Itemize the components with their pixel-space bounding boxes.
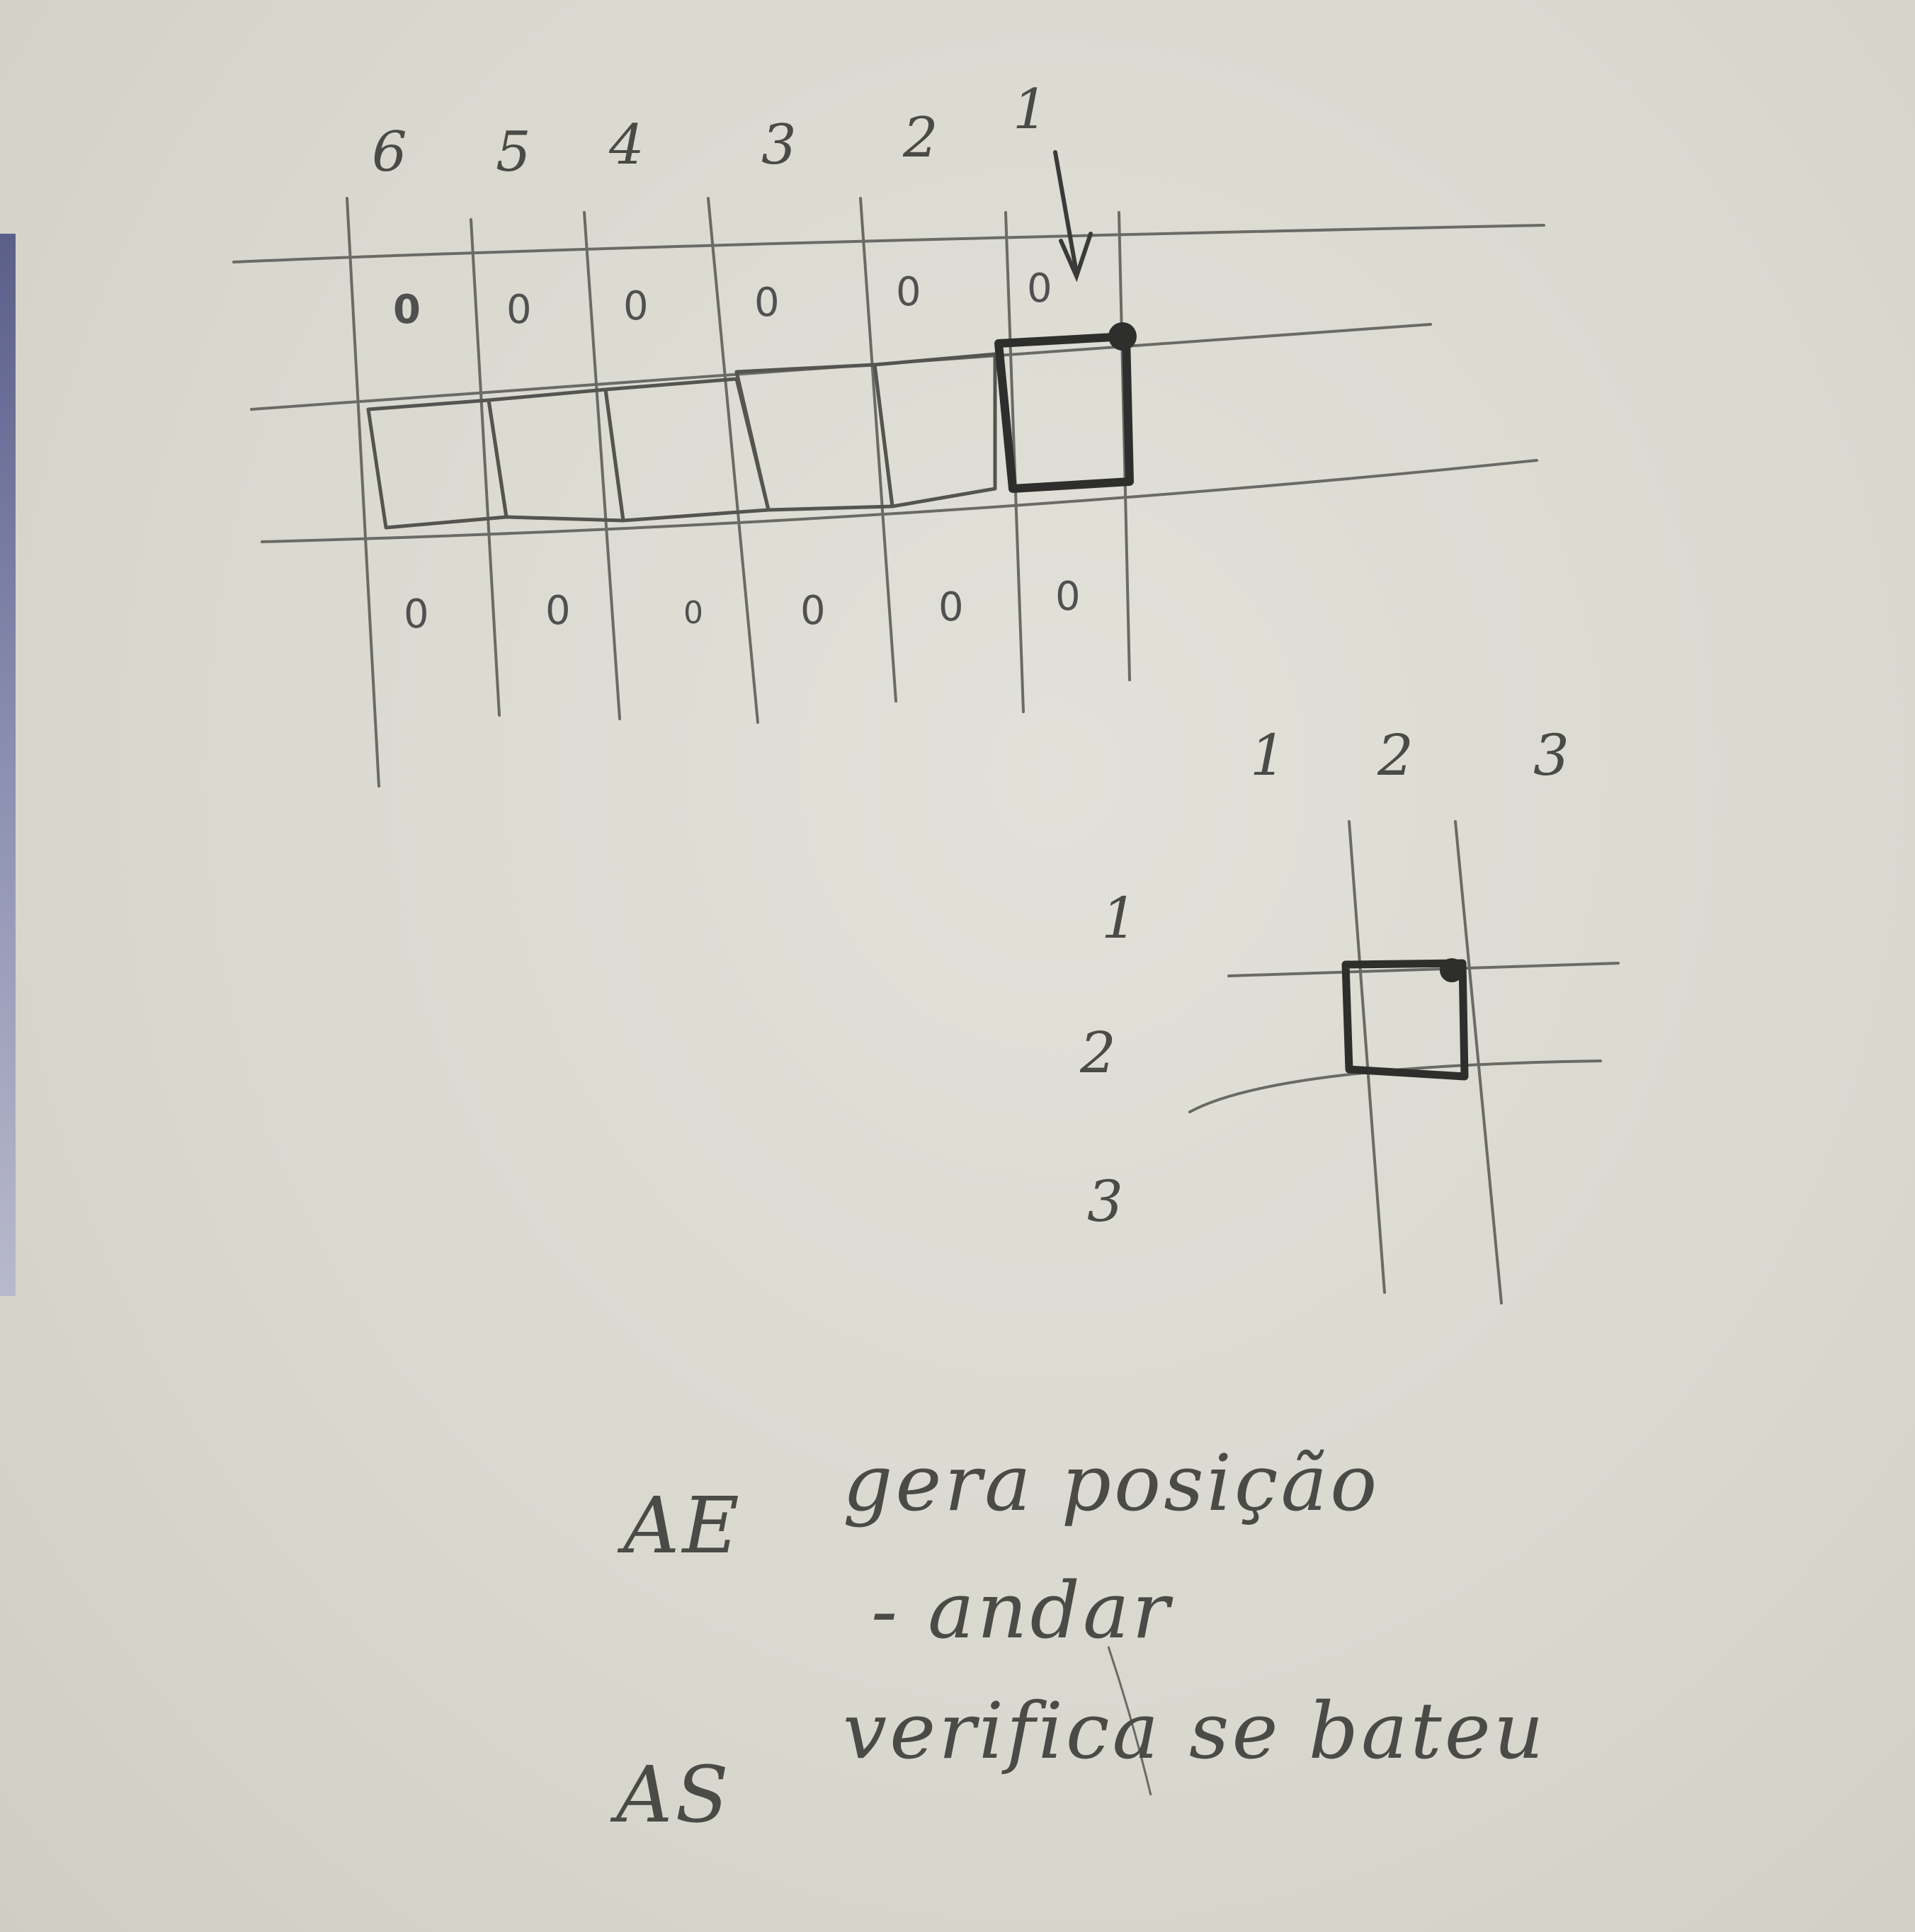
snake-head-square bbox=[994, 332, 1134, 493]
grid-line bbox=[707, 197, 759, 724]
bottom-row-cell: 0 bbox=[1055, 574, 1081, 620]
column-label: 4 bbox=[609, 113, 644, 177]
highlighted-cell-square bbox=[1341, 959, 1469, 1081]
column-label: 6 bbox=[372, 120, 407, 184]
snake-square bbox=[873, 352, 997, 508]
note-label: AS bbox=[616, 1749, 732, 1840]
top-row-cell: 0 bbox=[754, 280, 780, 326]
snake-square bbox=[734, 363, 894, 512]
filled-dot-icon bbox=[1108, 322, 1137, 351]
top-row-cell: 0 bbox=[896, 269, 921, 315]
column-label: 3 bbox=[761, 113, 797, 177]
grid-line bbox=[1188, 1059, 1602, 1113]
grid-line bbox=[232, 224, 1545, 263]
bottom-row-cell: 0 bbox=[683, 595, 703, 631]
grid-line bbox=[859, 197, 897, 703]
top-row-cell: 0 bbox=[1027, 266, 1052, 312]
filled-dot-icon bbox=[1440, 958, 1464, 982]
small-grid-row-label: 2 bbox=[1080, 1020, 1116, 1086]
grid-line bbox=[346, 197, 380, 788]
note-line: - andar bbox=[871, 1565, 1173, 1656]
grid-line bbox=[1118, 211, 1131, 681]
grid-line bbox=[583, 211, 621, 720]
small-grid-row-label: 3 bbox=[1087, 1169, 1123, 1234]
stray-line bbox=[1107, 1646, 1152, 1796]
column-label: 2 bbox=[903, 106, 938, 170]
grid-line bbox=[470, 218, 501, 717]
down-arrow-icon bbox=[1053, 150, 1093, 283]
top-row-cell: 0 bbox=[393, 287, 421, 333]
grid-line bbox=[1348, 820, 1386, 1294]
bottom-row-cell: 0 bbox=[800, 588, 826, 634]
grid-line bbox=[1004, 211, 1025, 713]
column-label: 1 bbox=[1013, 78, 1048, 142]
small-grid-row-label: 1 bbox=[1101, 885, 1137, 951]
grid-line bbox=[1454, 820, 1503, 1305]
small-grid-column-label: 3 bbox=[1533, 722, 1569, 788]
note-line: gera posição bbox=[843, 1438, 1380, 1528]
top-row-cell: 0 bbox=[623, 283, 649, 329]
bottom-row-cell: 0 bbox=[938, 584, 964, 630]
bottom-row-cell: 0 bbox=[545, 588, 571, 634]
column-label: 5 bbox=[496, 120, 531, 184]
small-grid-column-label: 1 bbox=[1250, 722, 1286, 788]
blue-folder-edge bbox=[0, 234, 16, 1296]
top-row-cell: 0 bbox=[506, 287, 532, 333]
grid-line bbox=[261, 459, 1538, 543]
note-label: AE bbox=[623, 1480, 742, 1571]
small-grid-column-label: 2 bbox=[1377, 722, 1414, 788]
grid-line bbox=[1227, 962, 1620, 977]
note-line: verifica se bateu bbox=[843, 1686, 1547, 1776]
bottom-row-cell: 0 bbox=[404, 591, 429, 637]
